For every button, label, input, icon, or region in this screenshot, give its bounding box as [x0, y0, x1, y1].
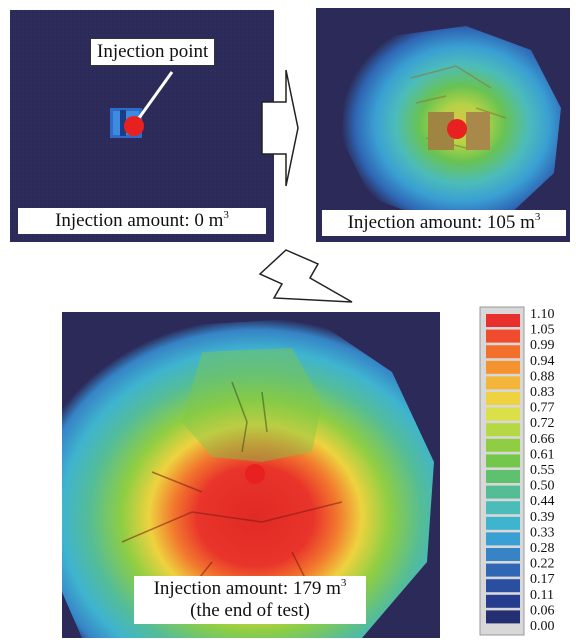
- legend-label: 0.44: [530, 494, 555, 509]
- legend-label: 0.72: [530, 416, 555, 431]
- legend-swatch: [486, 330, 520, 343]
- legend-swatch: [486, 376, 520, 389]
- legend-label: 0.66: [530, 432, 555, 447]
- legend-swatch: [486, 579, 520, 592]
- legend-swatch: [486, 564, 520, 577]
- legend-swatch: [486, 486, 520, 499]
- legend-label: 0.94: [530, 354, 555, 369]
- legend-swatch: [486, 408, 520, 421]
- panel-intermediate-caption: Injection amount: 105 m3: [322, 210, 566, 236]
- panel-final-caption: Injection amount: 179 m3 (the end of tes…: [134, 576, 366, 624]
- color-legend: 1.101.050.990.940.880.830.770.720.660.61…: [478, 305, 576, 639]
- legend-label: 0.22: [530, 557, 555, 572]
- legend-swatch: [486, 361, 520, 374]
- legend-label: 1.10: [530, 307, 555, 322]
- panel-initial-caption: Injection amount: 0 m3: [18, 208, 266, 234]
- injection-point-label: Injection point: [90, 38, 215, 66]
- injection-point-marker-2: [447, 119, 467, 139]
- legend-label: 0.61: [530, 447, 555, 462]
- panel-final: Injection amount: 179 m3 (the end of tes…: [62, 312, 440, 638]
- legend-swatch: [486, 610, 520, 623]
- legend-label: 0.88: [530, 369, 555, 384]
- block-right: [466, 112, 490, 150]
- arrow-down: [256, 246, 356, 308]
- legend-swatch: [486, 392, 520, 405]
- legend-swatch: [486, 470, 520, 483]
- injection-point-marker: [124, 116, 144, 136]
- legend-label: 0.00: [530, 619, 555, 634]
- legend-swatch: [486, 454, 520, 467]
- legend-label: 0.99: [530, 338, 555, 353]
- legend-label: 0.28: [530, 541, 555, 556]
- legend-label: 0.77: [530, 401, 555, 416]
- legend-swatch: [486, 595, 520, 608]
- legend-swatch: [486, 501, 520, 514]
- panel-initial: Injection point Injection amount: 0 m3: [10, 10, 274, 242]
- legend-label: 0.50: [530, 479, 555, 494]
- legend-label: 0.33: [530, 525, 555, 540]
- legend-swatch: [486, 548, 520, 561]
- panel-intermediate-map: [316, 8, 570, 242]
- panel-final-note: (the end of test): [190, 600, 310, 621]
- legend-swatch: [486, 532, 520, 545]
- legend-swatch: [486, 439, 520, 452]
- legend-label: 0.39: [530, 510, 555, 525]
- legend-swatch: [486, 314, 520, 327]
- legend-label: 0.55: [530, 463, 555, 478]
- legend-swatch: [486, 423, 520, 436]
- legend-label: 0.17: [530, 572, 555, 587]
- legend-label: 0.06: [530, 603, 555, 618]
- injection-point-marker-3: [245, 464, 265, 484]
- legend-label: 0.83: [530, 385, 555, 400]
- panel-intermediate: Injection amount: 105 m3: [316, 8, 570, 242]
- legend-swatch: [486, 517, 520, 530]
- legend-swatch: [486, 345, 520, 358]
- legend-label: 1.05: [530, 323, 555, 338]
- arrow-right: [258, 66, 302, 192]
- legend-label: 0.11: [530, 588, 554, 603]
